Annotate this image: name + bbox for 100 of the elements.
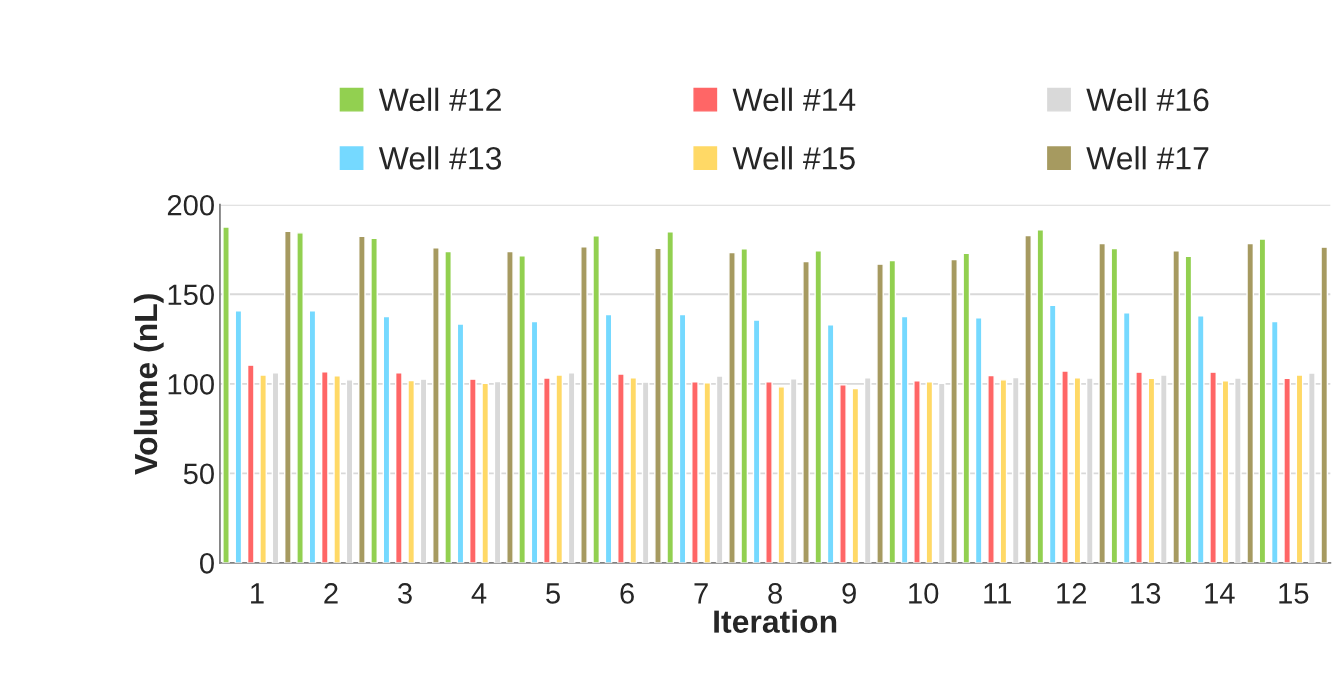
bar xyxy=(481,382,490,563)
bar xyxy=(1196,315,1205,563)
x-tick-label: 3 xyxy=(398,583,412,604)
bar xyxy=(740,248,749,563)
bar xyxy=(1024,234,1032,563)
bar xyxy=(394,371,403,563)
bar xyxy=(246,364,255,563)
bar xyxy=(1098,242,1106,563)
bar xyxy=(432,247,440,563)
bar xyxy=(654,247,662,563)
bar xyxy=(1061,370,1069,563)
bar xyxy=(999,379,1008,563)
bar xyxy=(888,259,897,563)
legend-label: Well #13 xyxy=(378,146,502,170)
bar xyxy=(1135,371,1143,563)
bar xyxy=(1246,242,1255,563)
y-axis-title: Volume (nL) xyxy=(133,294,164,475)
bar xyxy=(1172,250,1181,563)
bar xyxy=(1258,238,1267,563)
legend-label: Well #12 xyxy=(378,87,501,112)
legend-label: Well #17 xyxy=(1086,146,1209,170)
bar xyxy=(629,376,638,563)
bar xyxy=(1122,312,1131,563)
bar xyxy=(444,250,452,563)
x-tick-label: 6 xyxy=(620,583,634,604)
bar xyxy=(407,379,416,563)
legend-label: Well #15 xyxy=(732,146,855,170)
bar xyxy=(284,230,292,563)
bar xyxy=(506,250,514,563)
bar xyxy=(900,315,909,563)
bar xyxy=(370,237,378,563)
bar xyxy=(839,384,847,563)
bar xyxy=(1110,247,1119,563)
x-tick-label: 1 xyxy=(251,583,264,604)
bar xyxy=(308,310,317,563)
bar xyxy=(234,310,243,563)
bar xyxy=(851,387,860,563)
bar xyxy=(925,381,934,563)
bar xyxy=(728,251,736,563)
bar xyxy=(1209,371,1217,563)
bar xyxy=(1147,377,1156,563)
x-tick-label: 10 xyxy=(909,583,939,604)
bar xyxy=(333,375,342,563)
legend-label: Well #14 xyxy=(732,87,856,112)
bar xyxy=(802,260,810,563)
bar xyxy=(962,252,971,563)
bar xyxy=(666,231,675,563)
bar xyxy=(543,377,551,563)
bar xyxy=(518,255,526,563)
bar xyxy=(876,263,884,563)
bar xyxy=(456,323,465,563)
bar xyxy=(987,374,995,563)
bar xyxy=(259,374,267,563)
bar xyxy=(1048,304,1057,563)
bar xyxy=(913,380,921,563)
y-tick-label: 200 xyxy=(167,194,214,216)
x-tick-label: 5 xyxy=(546,583,560,604)
y-tick-label: 50 xyxy=(183,463,214,485)
x-tick-label: 9 xyxy=(842,583,856,604)
x-tick-label: 8 xyxy=(768,583,782,604)
y-tick-label: 0 xyxy=(200,553,214,574)
x-tick-label: 4 xyxy=(471,583,487,604)
x-tick-label: 2 xyxy=(324,583,338,604)
bar xyxy=(703,382,712,563)
bar xyxy=(1270,320,1279,563)
bar xyxy=(826,323,835,563)
bar xyxy=(765,381,773,563)
bar xyxy=(777,386,786,563)
bar xyxy=(752,319,761,563)
bar xyxy=(974,317,983,563)
bar xyxy=(296,232,304,563)
bar xyxy=(382,315,391,563)
bar xyxy=(592,235,601,563)
x-tick-label: 14 xyxy=(1205,583,1235,604)
x-axis-title: Iteration xyxy=(714,609,837,633)
bar xyxy=(617,373,625,563)
bar xyxy=(1295,374,1304,563)
bar xyxy=(530,320,539,563)
bar xyxy=(604,313,613,563)
legend-label: Well #16 xyxy=(1086,87,1209,112)
bar xyxy=(950,258,958,563)
x-tick-label: 11 xyxy=(984,583,1011,604)
bar xyxy=(1320,246,1329,563)
bar xyxy=(320,371,329,563)
bar xyxy=(678,313,687,563)
x-tick-label: 13 xyxy=(1131,583,1161,604)
bar xyxy=(1073,376,1082,563)
bar xyxy=(555,374,564,563)
bar xyxy=(1283,377,1291,563)
x-tick-label: 12 xyxy=(1057,583,1086,604)
bar xyxy=(1184,255,1193,563)
bar xyxy=(580,246,588,563)
x-tick-label: 15 xyxy=(1279,583,1309,604)
bar xyxy=(814,250,823,563)
bar xyxy=(1221,380,1230,563)
x-tick-label: 7 xyxy=(694,583,708,604)
bar xyxy=(358,235,366,563)
bar xyxy=(1036,229,1045,563)
y-tick-label: 100 xyxy=(168,373,214,395)
bar xyxy=(469,378,477,563)
